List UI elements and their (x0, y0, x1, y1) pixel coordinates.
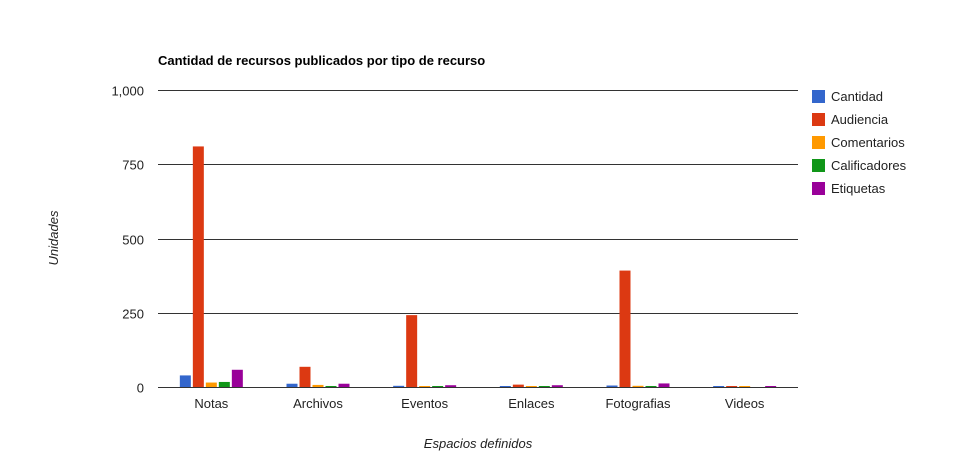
bar-calificadores-archivos (325, 386, 337, 387)
y-tick-label: 500 (122, 233, 144, 248)
gridlines (158, 90, 798, 388)
legend-item: Calificadores (812, 158, 907, 173)
legend-label: Audiencia (831, 112, 889, 127)
bar-comentarios-fotografias (632, 385, 644, 387)
bar-etiquetas-videos (765, 386, 777, 387)
bar-calificadores-fotografias (645, 386, 657, 387)
y-tick-label: 1,000 (111, 84, 144, 99)
bar-comentarios-videos (739, 386, 751, 387)
y-axis-ticks: 0 250 500 750 1,000 (111, 84, 144, 396)
x-tick-label: Archivos (293, 396, 343, 411)
bar-calificadores-eventos (432, 386, 444, 387)
bar-comentarios-notas (205, 382, 217, 387)
bar-cantidad-videos (713, 386, 725, 387)
bar-calificadores-enlaces (538, 386, 550, 387)
bar-cantidad-notas (179, 375, 191, 387)
bar-etiquetas-enlaces (551, 385, 563, 387)
legend-swatch (812, 159, 825, 172)
bar-cantidad-archivos (286, 383, 298, 387)
x-tick-label: Eventos (401, 396, 448, 411)
bar-etiquetas-eventos (445, 385, 457, 387)
legend-label: Cantidad (831, 89, 883, 104)
bar-audiencia-eventos (406, 315, 418, 387)
bar-comentarios-eventos (419, 386, 431, 387)
x-tick-label: Videos (725, 396, 765, 411)
legend-item: Audiencia (812, 112, 889, 127)
bar-etiquetas-notas (231, 369, 243, 387)
x-tick-label: Notas (194, 396, 228, 411)
bars (158, 146, 798, 388)
bar-cantidad-eventos (393, 385, 405, 387)
legend-swatch (812, 182, 825, 195)
legend-item: Etiquetas (812, 181, 886, 196)
bar-etiquetas-fotografias (658, 383, 670, 387)
bar-audiencia-notas (192, 146, 204, 387)
legend-swatch (812, 90, 825, 103)
bar-etiquetas-archivos (338, 383, 350, 387)
x-tick-label: Enlaces (508, 396, 555, 411)
legend: Cantidad Audiencia Comentarios Calificadore… (812, 89, 907, 196)
y-tick-label: 750 (122, 158, 144, 173)
bar-audiencia-videos (726, 386, 738, 387)
chart-title: Cantidad de recursos publicados por tipo… (158, 53, 485, 68)
bar-comentarios-enlaces (525, 386, 537, 387)
y-axis-title: Unidades (46, 210, 61, 265)
legend-swatch (812, 113, 825, 126)
x-tick-label: Fotografias (605, 396, 671, 411)
y-tick-label: 250 (122, 307, 144, 322)
bar-calificadores-notas (218, 381, 230, 387)
bar-comentarios-archivos (312, 384, 324, 387)
bar-audiencia-archivos (299, 366, 311, 387)
legend-item: Comentarios (812, 135, 905, 150)
x-axis-ticks: Notas Archivos Eventos Enlaces Fotografias Vi… (194, 396, 765, 411)
y-tick-label: 0 (137, 381, 144, 396)
legend-label: Etiquetas (831, 181, 886, 196)
bar-cantidad-enlaces (499, 386, 511, 387)
legend-label: Calificadores (831, 158, 907, 173)
bar-cantidad-fotografias (606, 385, 618, 387)
legend-item: Cantidad (812, 89, 883, 104)
bar-audiencia-fotografias (619, 270, 631, 387)
bar-audiencia-enlaces (512, 384, 524, 387)
legend-swatch (812, 136, 825, 149)
x-axis-title: Espacios definidos (424, 436, 533, 451)
legend-label: Comentarios (831, 135, 905, 150)
